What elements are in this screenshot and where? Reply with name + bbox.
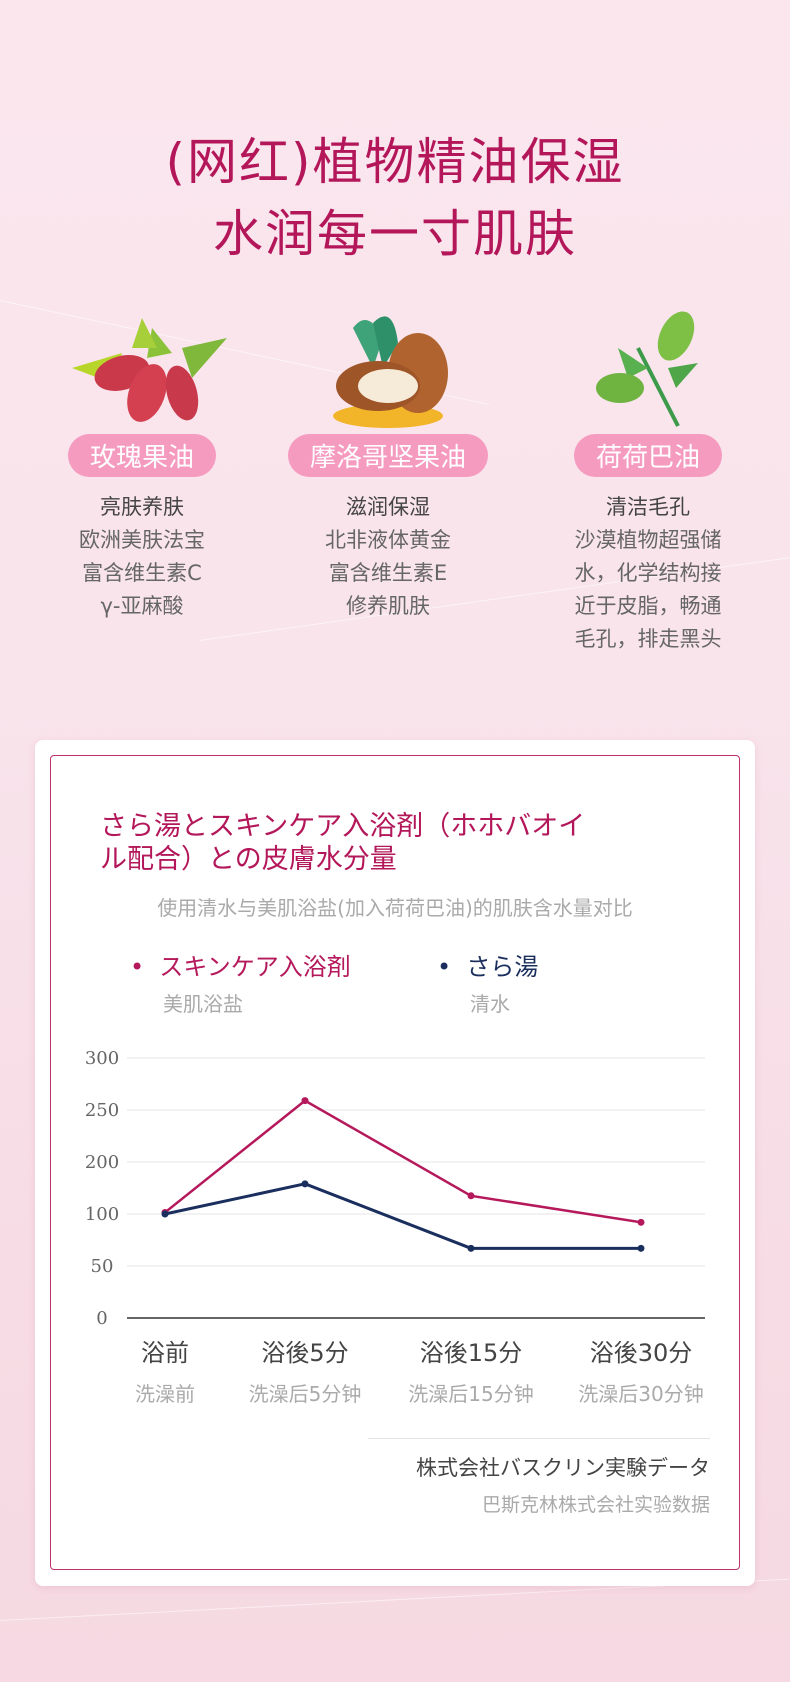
legend-sublabel: 清水 [470, 992, 510, 1016]
series-line [164, 1182, 641, 1250]
y-tick-label: 200 [85, 1152, 119, 1173]
data-point [637, 1244, 645, 1252]
ingredient-feature: 富含维生素E [328, 561, 448, 585]
ingredient-feature: 修养肌肤 [346, 594, 430, 618]
y-tick-label: 0 [96, 1308, 107, 1329]
chart-frame [50, 755, 740, 1570]
ingredient-feature: 滋润保湿 [346, 495, 430, 519]
x-tick-label: 浴後5分 [261, 1339, 349, 1367]
chart-title-line1: さら湯とスキンケア入浴剤（ホホバオイ [100, 811, 586, 842]
data-point [301, 1097, 309, 1105]
ingredient-feature: 亮肤养肤 [100, 495, 184, 519]
data-point [301, 1180, 309, 1188]
ingredient-jojoba: 荷荷巴油 清洁毛孔 沙漠植物超强储 水，化学结构接 近于皮脂，畅通 毛孔，排走黑… [528, 308, 768, 656]
legend-item-plain-water: • さら湯 [437, 947, 538, 982]
x-tick-label: 浴前 [141, 1339, 189, 1367]
ingredient-name-pill: 荷荷巴油 [573, 434, 722, 477]
data-point [637, 1218, 645, 1226]
legend-dot: • [130, 953, 145, 981]
ingredient-feature: 近于皮脂，畅通 [574, 594, 722, 618]
ingredient-name-pill: 玫瑰果油 [67, 434, 216, 477]
data-point [467, 1244, 475, 1252]
ingredient-feature: 水，化学结构接 [574, 561, 722, 585]
x-tick-sublabel: 洗澡后30分钟 [578, 1382, 704, 1406]
headline-line1: (网红)植物精油保湿 [165, 133, 625, 191]
y-tick-label: 300 [85, 1048, 119, 1069]
ingredient-feature: γ-亚麻酸 [100, 594, 184, 618]
ingredient-name-pill: 摩洛哥坚果油 [287, 434, 488, 477]
chart-subtitle: 使用清水与美肌浴盐(加入荷荷巴油)的肌肤含水量对比 [157, 896, 633, 920]
y-tick-label: 100 [85, 1204, 119, 1225]
ingredient-feature: 富含维生素C [82, 561, 202, 585]
ingredient-feature: 毛孔，排走黑头 [574, 627, 722, 651]
ingredient-feature: 清洁毛孔 [606, 495, 690, 519]
data-source: 株式会社バスクリン実験データ [416, 1456, 710, 1480]
x-tick-label: 浴後30分 [589, 1339, 693, 1367]
jojoba-icon [596, 311, 698, 427]
ingredient-argan: 摩洛哥坚果油 滋润保湿 北非液体黄金 富含维生素E 修养肌肤 [268, 308, 508, 623]
legend-item-skincare: • スキンケア入浴剤 [130, 947, 351, 982]
data-point [467, 1192, 475, 1200]
y-tick-label: 250 [85, 1100, 119, 1121]
ingredient-feature: 欧洲美肤法宝 [79, 528, 205, 552]
y-tick-label: 50 [91, 1256, 114, 1277]
divider [368, 1438, 710, 1439]
legend-dot: • [437, 953, 452, 981]
headline-line2: 水润每一寸肌肤 [213, 205, 577, 263]
chart-title-line2: ル配合）との皮膚水分量 [100, 844, 397, 875]
x-tick-sublabel: 洗澡后15分钟 [408, 1382, 534, 1406]
x-tick-sublabel: 洗澡前 [135, 1382, 195, 1406]
rosehip-icon [72, 318, 227, 422]
legend-sublabel: 美肌浴盐 [163, 992, 243, 1016]
x-tick-sublabel: 洗澡后5分钟 [248, 1382, 362, 1406]
data-point [161, 1210, 169, 1218]
chart-card: さら湯とスキンケア入浴剤（ホホバオイ ル配合）との皮膚水分量 使用清水与美肌浴盐… [35, 740, 755, 1586]
ingredient-rosehip: 玫瑰果油 亮肤养肤 欧洲美肤法宝 富含维生素C γ-亚麻酸 [22, 308, 262, 623]
data-source-sub: 巴斯克林株式会社实验数据 [481, 1494, 710, 1516]
line-chart: 300 250 200 100 50 0 [85, 1048, 705, 1329]
ingredient-feature: 沙漠植物超强储 [574, 528, 722, 552]
argan-nut-icon [333, 316, 448, 428]
legend-label: さら湯 [466, 953, 539, 981]
series-line [164, 1099, 642, 1224]
ingredient-feature: 北非液体黄金 [325, 528, 451, 552]
legend-label: スキンケア入浴剤 [159, 953, 351, 981]
x-tick-label: 浴後15分 [419, 1339, 523, 1367]
